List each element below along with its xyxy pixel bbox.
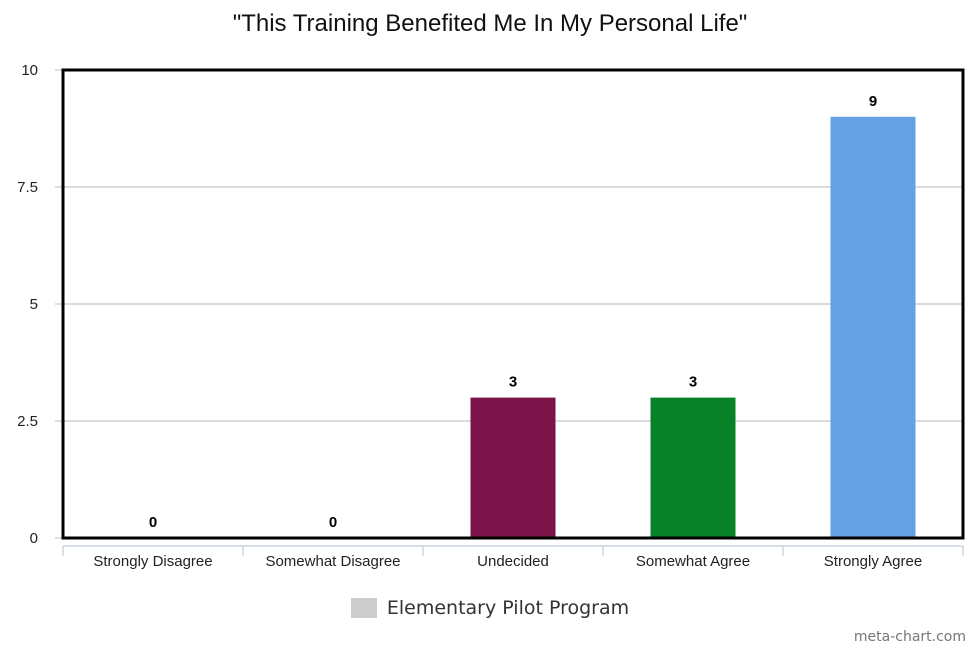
legend-swatch [350, 598, 377, 618]
x-tick-label: Undecided [477, 553, 549, 570]
x-tick-label: Strongly Disagree [93, 553, 212, 570]
credit-text: meta-chart.com [853, 629, 966, 645]
data-label: 3 [509, 374, 517, 391]
y-tick-label: 2.5 [17, 413, 38, 430]
bar [470, 397, 556, 538]
plot-border [61, 68, 965, 540]
bar [650, 397, 736, 538]
bar [830, 116, 916, 539]
x-tick-label: Somewhat Agree [636, 553, 750, 570]
legend[interactable]: Elementary Pilot Program [0, 597, 980, 619]
x-tick-label: Somewhat Disagree [265, 553, 400, 570]
data-label: 0 [329, 514, 337, 531]
y-tick-label: 0 [30, 530, 38, 547]
data-label: 0 [149, 514, 157, 531]
legend-label: Elementary Pilot Program [386, 597, 630, 619]
data-label: 9 [869, 93, 877, 110]
chart-title: "This Training Benefited Me In My Person… [232, 10, 748, 37]
x-tick-label: Strongly Agree [824, 553, 922, 570]
data-label: 3 [689, 374, 697, 391]
y-tick-label: 10 [21, 62, 38, 79]
y-tick-label: 5 [30, 296, 38, 313]
y-tick-label: 7.5 [17, 179, 38, 196]
